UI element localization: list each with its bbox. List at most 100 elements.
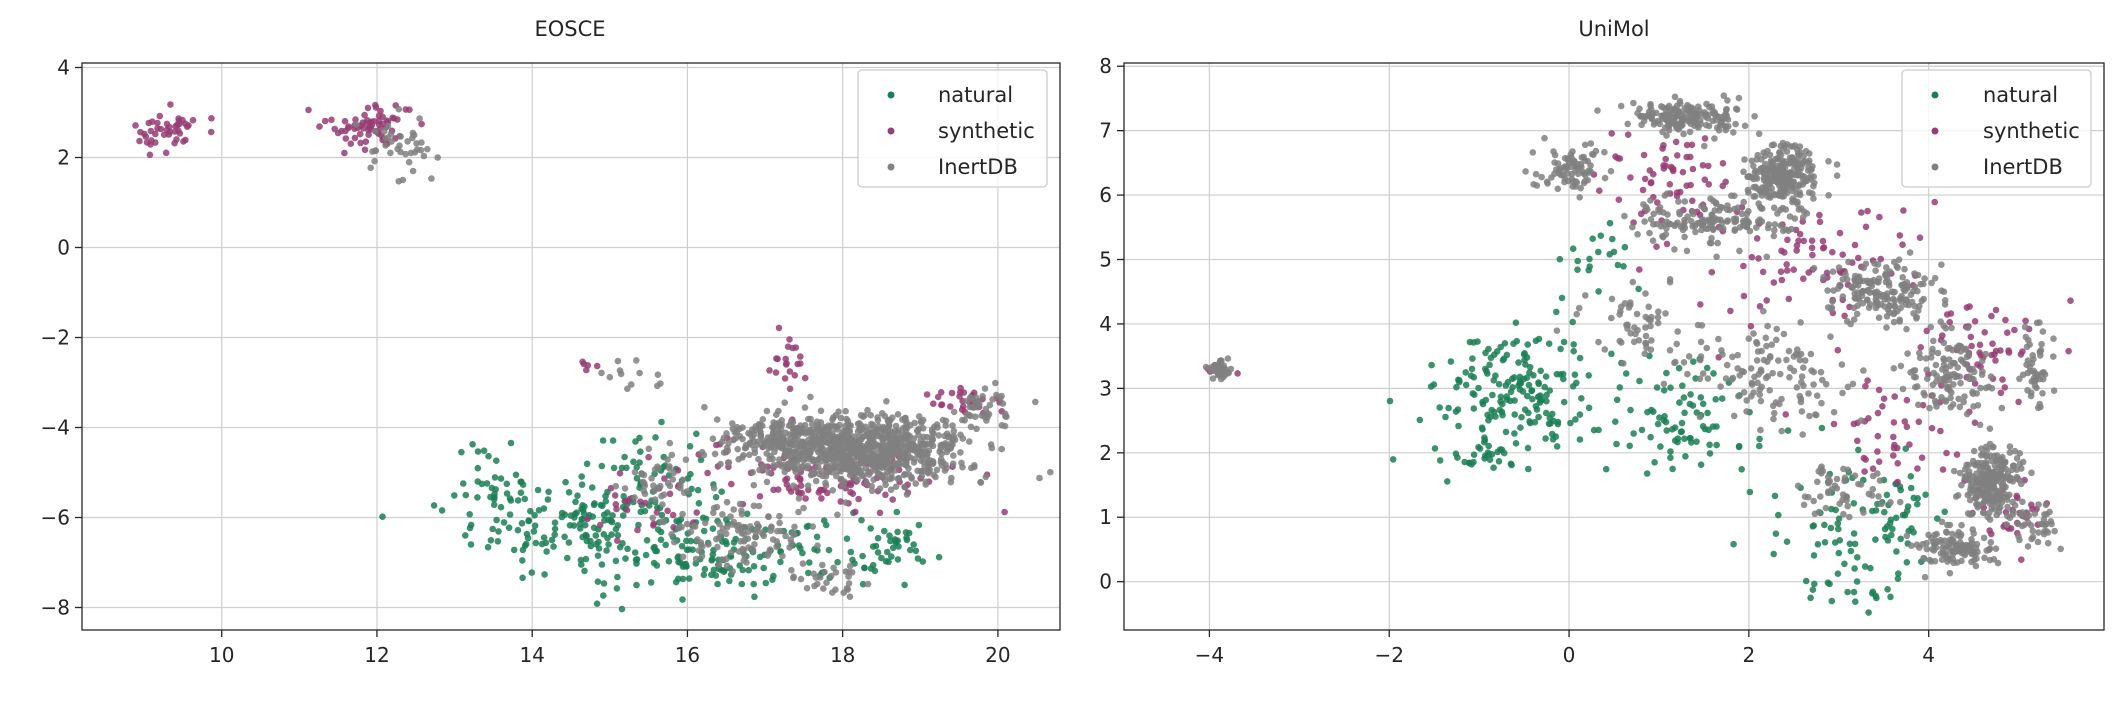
unimol-point-inertdb bbox=[1824, 287, 1831, 294]
unimol-point-inertdb bbox=[1896, 318, 1903, 325]
eosce-point-inertdb bbox=[754, 438, 762, 446]
eosce-point-inertdb bbox=[701, 403, 708, 411]
unimol-point-inertdb bbox=[1908, 298, 1916, 306]
unimol-point-synthetic bbox=[2004, 329, 2011, 337]
unimol-point-inertdb bbox=[1665, 102, 1673, 110]
unimol-point-inertdb bbox=[1666, 347, 1674, 354]
unimol-point-inertdb bbox=[1836, 500, 1843, 508]
eosce-legend-natural: natural bbox=[938, 83, 1013, 107]
unimol-point-inertdb bbox=[1977, 459, 1985, 467]
eosce-point-natural bbox=[565, 539, 573, 546]
eosce-point-synthetic bbox=[818, 486, 825, 494]
unimol-legend-marker-synthetic bbox=[1931, 127, 1939, 135]
unimol-point-inertdb bbox=[1663, 190, 1671, 197]
unimol-point-inertdb bbox=[1827, 333, 1834, 341]
eosce-point-synthetic bbox=[328, 116, 335, 124]
unimol-point-inertdb bbox=[1705, 122, 1713, 130]
unimol-point-natural bbox=[1636, 377, 1643, 385]
unimol-point-natural bbox=[1595, 288, 1602, 295]
eosce-point-inertdb bbox=[418, 139, 425, 146]
eosce-point-inertdb bbox=[698, 552, 706, 560]
eosce-point-inertdb bbox=[937, 445, 944, 452]
eosce-point-synthetic bbox=[791, 372, 799, 379]
eosce-point-inertdb bbox=[836, 421, 843, 429]
eosce-point-natural bbox=[458, 448, 465, 456]
eosce-point-inertdb bbox=[947, 478, 955, 486]
unimol-point-synthetic bbox=[1624, 131, 1632, 138]
eosce-point-inertdb bbox=[789, 419, 797, 426]
eosce-point-inertdb bbox=[867, 437, 875, 445]
unimol-point-inertdb bbox=[1998, 473, 2005, 480]
unimol-point-inertdb bbox=[1941, 551, 1949, 558]
eosce-point-inertdb bbox=[822, 456, 830, 463]
unimol-point-inertdb bbox=[1829, 298, 1836, 305]
unimol-point-synthetic bbox=[1875, 386, 1883, 394]
eosce-point-natural bbox=[709, 525, 717, 532]
eosce-point-natural bbox=[834, 558, 841, 566]
unimol-point-natural bbox=[1647, 433, 1654, 441]
unimol-point-natural bbox=[1663, 427, 1670, 434]
unimol-point-inertdb bbox=[1970, 403, 1977, 410]
unimol-point-natural bbox=[1612, 418, 1619, 426]
eosce-point-inertdb bbox=[795, 455, 802, 463]
eosce-point-inertdb bbox=[757, 421, 764, 429]
unimol-point-inertdb bbox=[1801, 357, 1809, 364]
unimol-point-inertdb bbox=[2051, 527, 2058, 535]
eosce-point-synthetic bbox=[642, 499, 649, 507]
eosce-point-inertdb bbox=[917, 418, 925, 425]
eosce-point-natural bbox=[738, 580, 746, 588]
unimol-point-natural bbox=[1828, 597, 1836, 605]
eosce-point-inertdb bbox=[790, 530, 797, 537]
eosce-point-synthetic bbox=[347, 140, 355, 147]
eosce-point-inertdb bbox=[811, 582, 818, 590]
unimol-point-inertdb bbox=[1690, 210, 1697, 218]
unimol-point-inertdb bbox=[1914, 271, 1922, 279]
eosce-point-natural bbox=[550, 543, 557, 550]
eosce-point-natural bbox=[469, 441, 476, 448]
unimol-point-inertdb bbox=[1811, 510, 1819, 518]
unimol-point-inertdb bbox=[1581, 141, 1589, 149]
unimol-point-inertdb bbox=[1738, 210, 1746, 218]
eosce-point-inertdb bbox=[937, 455, 945, 463]
unimol-point-synthetic bbox=[1953, 451, 1961, 458]
eosce-point-inertdb bbox=[812, 574, 820, 581]
unimol-point-inertdb bbox=[1217, 357, 1224, 365]
unimol-point-inertdb bbox=[1930, 337, 1937, 345]
unimol-point-natural bbox=[1699, 423, 1707, 430]
unimol-point-synthetic bbox=[1699, 162, 1707, 169]
unimol-point-natural bbox=[1466, 338, 1474, 346]
unimol-point-inertdb bbox=[1986, 452, 1994, 460]
unimol-point-synthetic bbox=[1900, 207, 1907, 214]
eosce-point-inertdb bbox=[869, 457, 876, 465]
unimol-point-inertdb bbox=[1735, 94, 1743, 102]
unimol-point-inertdb bbox=[1813, 392, 1821, 400]
eosce-point-natural bbox=[548, 536, 556, 544]
unimol-point-inertdb bbox=[1964, 510, 1972, 517]
eosce-point-synthetic bbox=[141, 130, 148, 138]
unimol-point-synthetic bbox=[1820, 244, 1828, 251]
eosce-point-natural bbox=[600, 531, 608, 538]
eosce-point-natural bbox=[636, 459, 643, 466]
unimol-point-natural bbox=[1445, 404, 1452, 412]
unimol-point-natural bbox=[1614, 261, 1622, 269]
unimol-point-natural bbox=[1772, 530, 1780, 537]
eosce-point-synthetic bbox=[774, 355, 781, 363]
eosce-point-inertdb bbox=[744, 535, 752, 542]
unimol-point-natural bbox=[1676, 399, 1683, 406]
unimol-point-inertdb bbox=[1980, 473, 1987, 480]
unimol-point-natural bbox=[1941, 508, 1948, 516]
unimol-point-inertdb bbox=[1774, 155, 1781, 163]
eosce-point-inertdb bbox=[857, 436, 865, 443]
eosce-point-natural bbox=[558, 513, 566, 521]
eosce-point-inertdb bbox=[381, 128, 388, 135]
eosce-point-inertdb bbox=[839, 450, 847, 458]
unimol-point-inertdb bbox=[1692, 228, 1699, 236]
unimol-point-synthetic bbox=[1875, 458, 1883, 466]
unimol-point-inertdb bbox=[2006, 476, 2014, 484]
eosce-point-natural bbox=[517, 489, 525, 497]
eosce-point-synthetic bbox=[173, 121, 181, 129]
unimol-point-inertdb bbox=[1553, 327, 1561, 335]
unimol-point-inertdb bbox=[1724, 97, 1731, 104]
unimol-point-inertdb bbox=[1825, 192, 1832, 199]
